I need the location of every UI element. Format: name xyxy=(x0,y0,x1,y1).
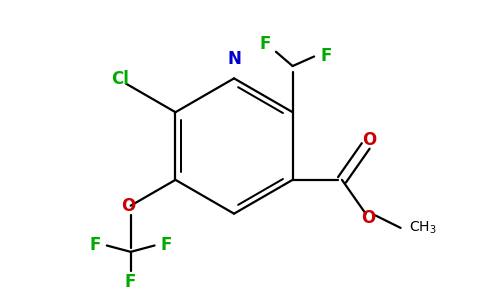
Text: Cl: Cl xyxy=(111,70,129,88)
Text: O: O xyxy=(361,209,375,227)
Text: F: F xyxy=(89,236,101,254)
Text: F: F xyxy=(161,236,172,254)
Text: O: O xyxy=(363,131,377,149)
Text: O: O xyxy=(121,197,136,215)
Text: F: F xyxy=(125,273,136,291)
Text: F: F xyxy=(259,35,271,53)
Text: N: N xyxy=(227,50,241,68)
Text: F: F xyxy=(320,47,332,65)
Text: CH$_3$: CH$_3$ xyxy=(408,220,436,236)
